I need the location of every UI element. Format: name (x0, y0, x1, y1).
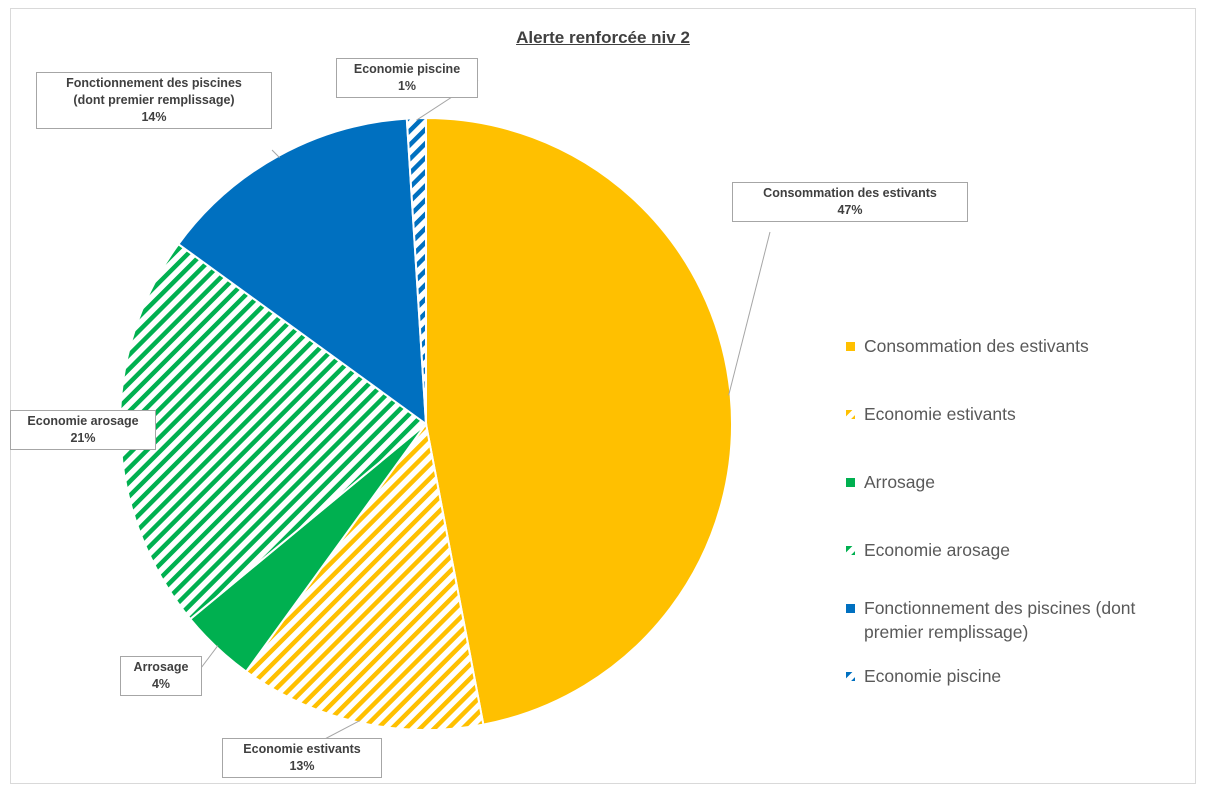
legend-label: Economie estivants (864, 404, 1016, 424)
legend-label: Fonctionnement des piscines (dont premie… (864, 598, 1136, 642)
data-label-economie-estivants: Economie estivants 13% (222, 738, 382, 778)
data-label-economie-arosage: Economie arosage 21% (10, 410, 156, 450)
legend-label: Economie arosage (864, 540, 1010, 560)
legend-swatch (846, 478, 855, 487)
legend-swatch (846, 604, 855, 613)
leader-line (271, 149, 280, 158)
data-label-economie-piscine: Economie piscine 1% (336, 58, 478, 98)
chart-title: Alerte renforcée niv 2 (516, 28, 690, 47)
leader-line (728, 231, 771, 396)
slice-economie-estivants (244, 421, 485, 731)
slice-fonctionnement-piscines (177, 117, 428, 427)
legend-swatch (846, 672, 855, 681)
slice-consommation-estivants (425, 116, 734, 726)
data-label-arrosage: Arrosage 4% (120, 656, 202, 696)
legend-swatch (846, 546, 855, 555)
legend-swatch (846, 342, 855, 351)
slice-economie-piscine (405, 116, 427, 425)
data-label-consommation-estivants: Consommation des estivants 47% (732, 182, 968, 222)
legend-label: Arrosage (864, 472, 936, 492)
legend-label: Consommation des estivants (864, 336, 1089, 356)
legend-swatch (846, 410, 855, 419)
legend-label: Economie piscine (864, 666, 1002, 686)
data-label-fonctionnement-piscines: Fonctionnement des piscines (dont premie… (36, 72, 272, 129)
